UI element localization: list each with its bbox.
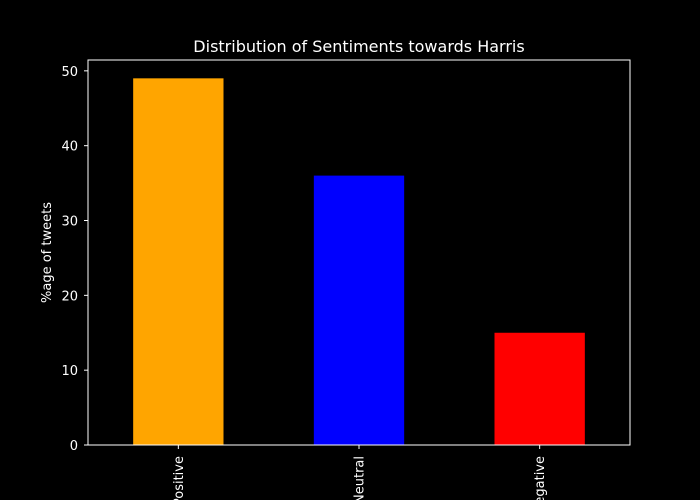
y-tick-label: 0 (70, 439, 78, 454)
x-tick-label-neutral: Neutral (353, 456, 368, 500)
y-tick-label: 10 (61, 364, 78, 379)
y-axis-ticks: 0 10 20 30 40 50 (61, 65, 88, 454)
bar-positive (133, 78, 224, 445)
bar-neutral (313, 175, 405, 445)
x-tick-label-negative: Negative (533, 456, 548, 500)
bars-group (133, 78, 585, 445)
plot-frame (87, 59, 631, 446)
y-tick-label: 40 (61, 140, 78, 155)
chart-title: Distribution of Sentiments towards Harri… (193, 37, 524, 56)
y-tick-label: 20 (61, 289, 78, 304)
y-axis-label: %age of tweets (40, 202, 55, 303)
x-tick-label-positive: Positive (172, 456, 187, 500)
y-tick-label: 30 (61, 215, 78, 230)
bar-negative (494, 332, 585, 445)
y-tick-label: 50 (61, 65, 78, 80)
x-axis-ticks: Positive Neutral Negative (172, 445, 548, 500)
